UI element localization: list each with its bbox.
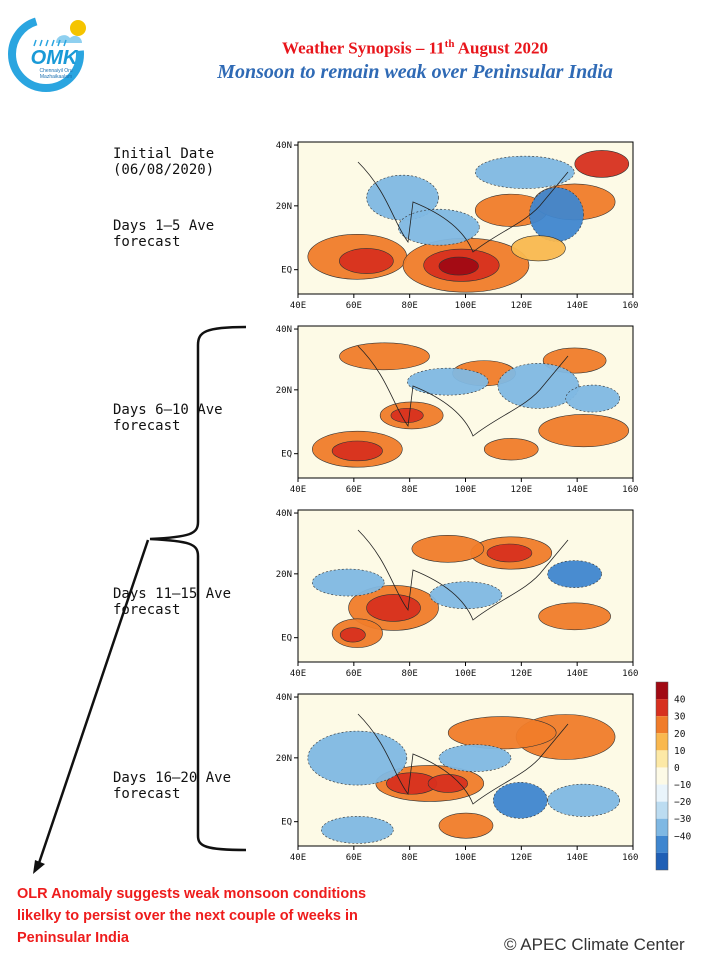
- lon-tick-label: 100E: [455, 669, 477, 679]
- legend-swatch: [656, 784, 668, 802]
- olr-map-days-11-15: 40N 20N EQ 40E 60E 80E 100E 120E 140E 160E: [276, 509, 638, 679]
- legend-value: −20: [674, 797, 691, 808]
- header: Weather Synopsis – 11th August 2020 Mons…: [110, 38, 720, 84]
- lon-tick-label: 160E: [622, 669, 638, 679]
- legend-swatch: [656, 818, 668, 836]
- lon-tick-label: 40E: [290, 485, 306, 495]
- omk-logo: OMK Chennaiyil Oru Mazhaikaalam: [8, 16, 86, 92]
- lon-tick-label: 160E: [622, 853, 638, 863]
- legend-value: 30: [674, 712, 686, 723]
- legend-swatch: [656, 750, 668, 768]
- legend-swatch: [656, 716, 668, 734]
- lat-tick-label: 20N: [276, 386, 292, 396]
- panel-4-label: Days 16–20 Ave forecast: [113, 770, 232, 802]
- legend-swatch: [656, 767, 668, 785]
- olr-anomaly-shading: [311, 534, 611, 648]
- lon-tick-label: 120E: [510, 485, 532, 495]
- lon-tick-label: 120E: [510, 853, 532, 863]
- lon-tick-label: 60E: [346, 485, 362, 495]
- lon-tick-label: 80E: [402, 669, 418, 679]
- lon-tick-label: 140E: [566, 853, 588, 863]
- lon-tick-label: 40E: [290, 669, 306, 679]
- lon-tick-label: 80E: [402, 485, 418, 495]
- legend-value: −40: [674, 831, 691, 842]
- legend-swatch: [656, 835, 668, 853]
- legend-swatch: [656, 733, 668, 751]
- sun-icon: [70, 20, 86, 36]
- rain-icon: [33, 39, 67, 47]
- legend-value: 10: [674, 746, 686, 757]
- lat-tick-label: 40N: [276, 141, 292, 151]
- lon-tick-label: 100E: [455, 853, 477, 863]
- legend-value: 0: [674, 763, 680, 774]
- lon-tick-label: 60E: [346, 301, 362, 311]
- lat-tick-label: EQ: [281, 266, 292, 276]
- lon-tick-label: 140E: [566, 301, 588, 311]
- lon-tick-label: 120E: [510, 669, 532, 679]
- lon-tick-label: 40E: [290, 301, 306, 311]
- coastline: [357, 713, 569, 805]
- coastline: [357, 345, 569, 437]
- lat-tick-label: EQ: [281, 818, 292, 828]
- title-prefix: Weather Synopsis – 11: [282, 38, 445, 58]
- lat-tick-label: 40N: [276, 325, 292, 335]
- lon-tick-label: 80E: [402, 301, 418, 311]
- olr-note: OLR Anomaly suggests weak monsoon condit…: [17, 886, 367, 946]
- cloud-icon: [56, 35, 83, 43]
- olr-map-days-1-5: 40N 20N EQ 40E 60E 80E 100E 120E 140E 160E: [276, 141, 638, 311]
- logo-tagline-1: Chennaiyil Oru: [39, 68, 72, 74]
- lon-tick-label: 60E: [346, 853, 362, 863]
- olr-anomaly-shading: [312, 342, 629, 468]
- lon-tick-label: 140E: [566, 669, 588, 679]
- lat-tick-label: EQ: [281, 634, 292, 644]
- panel-3-label: Days 11–15 Ave forecast: [113, 586, 232, 618]
- legend-swatch: [656, 699, 668, 717]
- olr-anomaly-shading: [307, 150, 630, 293]
- initial-date-label: Initial Date (06/08/2020): [113, 146, 215, 178]
- panel-1-label: Days 1–5 Ave forecast: [113, 218, 215, 250]
- legend-swatch: [656, 682, 668, 700]
- legend-swatch: [656, 852, 668, 870]
- color-legend: 40 30 20 10 0 −10 −20 −30 −40: [655, 681, 691, 871]
- logo-tagline-2: Mazhaikaalam: [40, 74, 72, 80]
- logo-text: OMK: [31, 47, 79, 69]
- olr-map-days-16-20: 40N 20N EQ 40E 60E 80E 100E 120E 140E 160E: [276, 693, 638, 863]
- lon-tick-label: 120E: [510, 301, 532, 311]
- lon-tick-label: 60E: [346, 669, 362, 679]
- legend-value: 20: [674, 729, 686, 740]
- page-subtitle: Monsoon to remain weak over Peninsular I…: [217, 60, 613, 83]
- olr-anomaly-shading: [307, 714, 620, 844]
- lon-tick-label: 160E: [622, 485, 638, 495]
- lon-tick-label: 100E: [455, 485, 477, 495]
- credit: © APEC Climate Center: [504, 935, 685, 954]
- page-title: Weather Synopsis – 11th August 2020: [110, 38, 720, 59]
- lon-tick-label: 40E: [290, 853, 306, 863]
- lat-tick-label: 40N: [276, 509, 292, 519]
- title-suffix: August 2020: [454, 38, 548, 58]
- panel-2-label: Days 6–10 Ave forecast: [113, 402, 223, 434]
- legend-value: 40: [674, 695, 686, 706]
- legend-value: −30: [674, 814, 691, 825]
- lon-tick-label: 100E: [455, 301, 477, 311]
- lat-tick-label: 20N: [276, 754, 292, 764]
- title-sup: th: [444, 38, 455, 50]
- legend-value: −10: [674, 780, 691, 791]
- arrow-head-icon: [33, 860, 45, 874]
- lon-tick-label: 160E: [622, 301, 638, 311]
- lat-tick-label: EQ: [281, 450, 292, 460]
- lat-tick-label: 20N: [276, 202, 292, 212]
- lat-tick-label: 40N: [276, 693, 292, 703]
- coastline: [357, 161, 569, 253]
- lon-tick-label: 80E: [402, 853, 418, 863]
- coastline: [357, 529, 569, 621]
- lat-tick-label: 20N: [276, 570, 292, 580]
- olr-map-days-6-10: 40N 20N EQ 40E 60E 80E 100E 120E 140E 160E: [276, 325, 638, 495]
- lon-tick-label: 140E: [566, 485, 588, 495]
- legend-swatch: [656, 801, 668, 819]
